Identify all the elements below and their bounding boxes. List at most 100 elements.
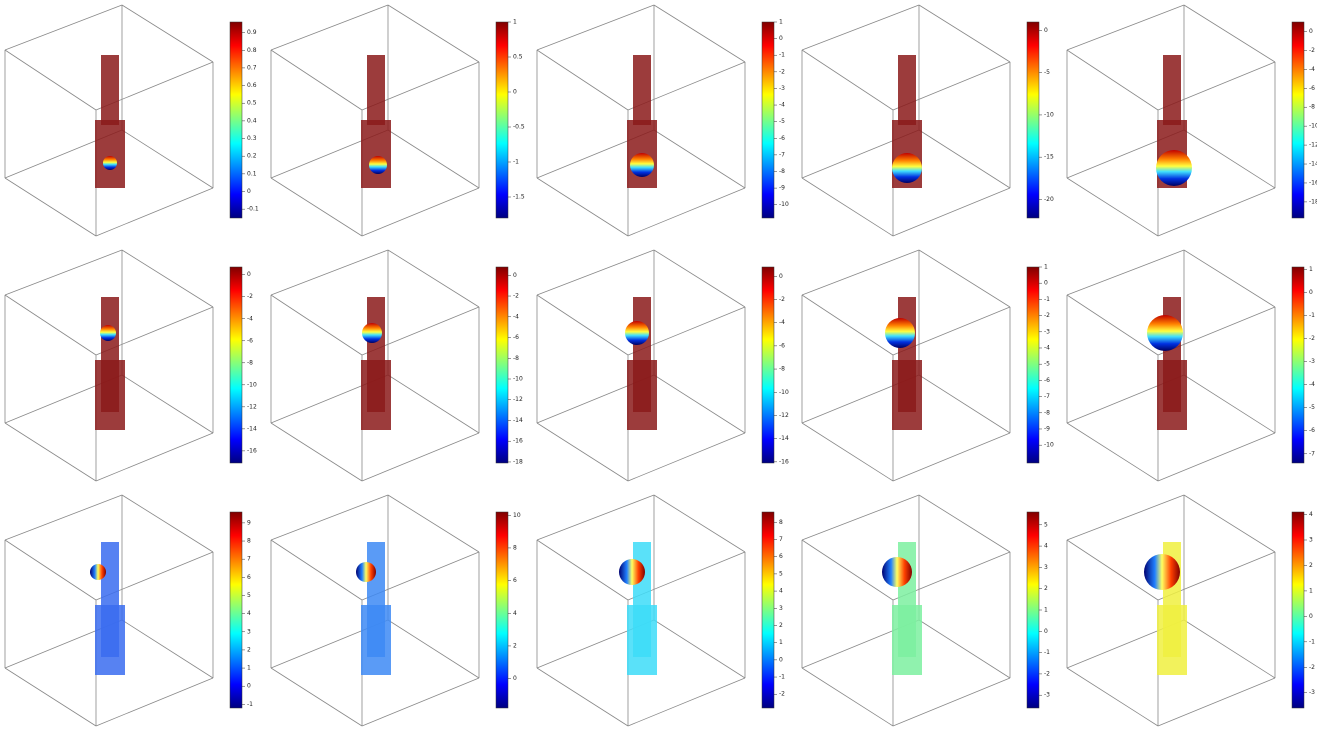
- colorbar-tick-label: -10: [779, 201, 789, 208]
- cube-edge: [802, 250, 919, 295]
- cube-edge: [893, 188, 1010, 236]
- colorbar-tick-label: -3: [1044, 692, 1050, 699]
- colorbar: [762, 267, 774, 463]
- cube-edge: [388, 5, 479, 62]
- colorbar-tick-label: -2: [513, 293, 519, 300]
- colorbar-tick-label: -4: [779, 319, 785, 326]
- colorbar-tick-label: -10: [247, 381, 257, 388]
- colorbar-tick-label: 6: [513, 577, 517, 584]
- colorbar-tick-label: -12: [779, 412, 789, 419]
- colorbar-tick-label: 4: [1044, 543, 1048, 550]
- colorbar-tick-label: -16: [247, 447, 257, 454]
- colorbar-tick-label: 2: [513, 642, 517, 649]
- colorbar: [762, 22, 774, 218]
- colorbar-tick-label: -6: [513, 334, 519, 341]
- colorbar: [496, 512, 508, 708]
- tube: [361, 360, 391, 430]
- colorbar-tick-label: 3: [247, 628, 251, 635]
- colorbar-tick-label: -16: [1309, 179, 1317, 186]
- colorbar-tick-label: -1.5: [513, 194, 525, 201]
- colorbar-tick-label: 6: [779, 553, 783, 560]
- colorbar-tick-label: -6: [247, 337, 253, 344]
- colorbar: [1027, 512, 1039, 708]
- cube-edge: [1184, 5, 1275, 62]
- cube-edge: [5, 50, 96, 110]
- colorbar-tick-label: -8: [247, 359, 253, 366]
- sphere: [369, 156, 387, 174]
- colorbar-tick-label: 0: [779, 35, 783, 42]
- colorbar-tick-label: 0.8: [247, 47, 257, 54]
- colorbar-tick-label: 1: [513, 19, 517, 26]
- tube: [892, 605, 922, 675]
- colorbar-tick-label: -15: [1044, 154, 1054, 161]
- cube-edge: [1158, 678, 1275, 726]
- cube-edge: [96, 678, 213, 726]
- colorbar-tick-label: -2: [1044, 670, 1050, 677]
- cube-edge: [654, 250, 745, 307]
- colorbar-tick-label: -6: [1309, 85, 1315, 92]
- cube-edge: [1067, 495, 1184, 540]
- cube-edge: [96, 188, 213, 236]
- colorbar-tick-label: -4: [1309, 381, 1315, 388]
- cube-edge: [537, 295, 628, 355]
- cube-edge: [5, 540, 96, 600]
- cube-edge: [271, 423, 362, 481]
- cube-edge: [1158, 188, 1275, 236]
- colorbar-tick-label: 7: [247, 556, 251, 563]
- cube-edge: [537, 250, 654, 295]
- sphere: [882, 557, 912, 587]
- colorbar-tick-label: 0: [1309, 289, 1313, 296]
- colorbar-tick-label: 1: [779, 19, 783, 26]
- colorbar-tick-label: 0: [1044, 27, 1048, 34]
- colorbar-tick-label: -5: [779, 118, 785, 125]
- cube-edge: [5, 250, 122, 295]
- cube-edge: [802, 50, 893, 110]
- cube-edge: [893, 678, 1010, 726]
- colorbar-tick-label: -6: [779, 135, 785, 142]
- cube-edge: [919, 375, 1010, 433]
- colorbar-tick-label: 4: [1309, 511, 1313, 518]
- cube-edge: [122, 5, 213, 62]
- panel: 10-1-2-3-4-5-6-7-8-9-10: [537, 5, 789, 236]
- colorbar: [1292, 512, 1304, 708]
- colorbar-tick-label: -7: [1044, 393, 1050, 400]
- panel: 10-1-2-3-4-5-6-7-8-9-10: [802, 250, 1054, 481]
- cube-edge: [628, 678, 745, 726]
- colorbar-tick-label: -9: [1044, 425, 1050, 432]
- colorbar-tick-label: -5: [1309, 404, 1315, 411]
- panel: 10-1-2-3-4-5-6-7: [1067, 250, 1315, 481]
- colorbar-tick-label: -3: [1309, 358, 1315, 365]
- cube-edge: [802, 540, 893, 600]
- colorbar-tick-label: 8: [247, 538, 251, 545]
- colorbar-tick-label: 0: [779, 656, 783, 663]
- cube-edge: [537, 423, 628, 481]
- cube-edge: [96, 433, 213, 481]
- colorbar-tick-label: -16: [779, 458, 789, 465]
- sphere: [1144, 554, 1180, 590]
- colorbar-tick-label: 0.6: [247, 82, 257, 89]
- colorbar-tick-label: 0: [513, 272, 517, 279]
- colorbar-tick-label: -1: [779, 52, 785, 59]
- cube-edge: [122, 495, 213, 552]
- colorbar: [496, 22, 508, 218]
- colorbar-tick-label: -6: [779, 342, 785, 349]
- tube: [95, 360, 125, 430]
- sphere: [362, 323, 382, 343]
- colorbar-tick-label: -8: [1309, 104, 1315, 111]
- colorbar-tick-label: -7: [1309, 450, 1315, 457]
- cube-edge: [1067, 668, 1158, 726]
- colorbar-tick-label: 8: [779, 519, 783, 526]
- colorbar-tick-label: -4: [1309, 66, 1315, 73]
- colorbar-tick-label: -1: [1044, 296, 1050, 303]
- colorbar: [1027, 22, 1039, 218]
- cube-edge: [802, 295, 893, 355]
- cube-edge: [628, 188, 745, 236]
- colorbar-tick-label: 0.5: [513, 54, 523, 61]
- colorbar-tick-label: -4: [513, 313, 519, 320]
- colorbar-tick-label: 0.5: [247, 100, 257, 107]
- cube-edge: [893, 433, 1010, 481]
- colorbar: [1027, 267, 1039, 463]
- colorbar-tick-label: 7: [779, 536, 783, 543]
